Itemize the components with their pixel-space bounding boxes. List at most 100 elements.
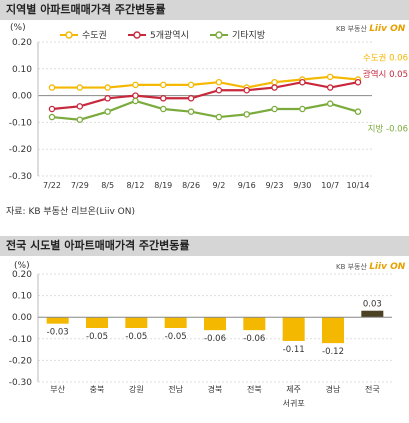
bottom-y-tick-label: -0.30 <box>9 378 33 388</box>
data-point <box>187 108 195 115</box>
top-x-tick-label: 9/16 <box>238 181 256 190</box>
data-point <box>271 84 278 91</box>
top-logo-small: KB 부동산 <box>336 25 367 33</box>
bottom-y-tick-label: -0.20 <box>9 356 33 366</box>
top-x-tick-label: 10/14 <box>346 181 369 190</box>
top-logo: KB 부동산 Liiv ON <box>336 24 405 34</box>
bottom-x-tick-label: 부산 <box>50 384 65 394</box>
data-point <box>187 81 195 89</box>
data-point <box>215 78 223 86</box>
bar <box>361 310 384 318</box>
top-y-tick-label: 0.00 <box>12 92 32 102</box>
bottom-x-tick-label: 충북 <box>90 385 105 394</box>
bar-value-label: 0.03 <box>363 300 382 310</box>
data-point <box>271 78 278 86</box>
data-point <box>48 113 56 121</box>
bottom-chart-title: 전국 시도별 아파트매매가격 주간변동률 <box>0 236 409 256</box>
top-y-tick-label: 0.20 <box>12 38 32 48</box>
series-line <box>52 75 359 89</box>
data-point <box>187 95 195 102</box>
data-point <box>215 86 223 94</box>
data-point <box>132 92 139 99</box>
bar <box>86 317 108 328</box>
bar-value-label: -0.11 <box>283 345 305 355</box>
data-point <box>160 81 167 89</box>
top-line-chart: (%) 0.20 0.10 0.00 -0.10 -0.20 -0.30 7/22 7/29 8/… <box>9 23 408 190</box>
data-point <box>243 86 250 94</box>
data-point <box>76 116 84 123</box>
top-x-tick-label: 9/30 <box>293 181 311 190</box>
data-point <box>215 113 223 121</box>
top-x-tick-label: 9/23 <box>266 181 284 190</box>
bottom-x-tick-label: 경북 <box>208 384 223 394</box>
data-point <box>326 73 334 81</box>
bottom-x-tick-label: 경남 <box>326 384 341 394</box>
bar-value-label: -0.05 <box>86 332 108 342</box>
bar-value-label: -0.05 <box>165 332 187 342</box>
top-x-tick-label: 7/22 <box>43 181 61 190</box>
data-point <box>160 105 167 113</box>
top-logo-brand: Liiv ON <box>369 24 406 34</box>
bottom-logo: KB 부동산 Liiv ON <box>336 262 405 272</box>
data-point <box>243 111 250 118</box>
bar <box>243 317 266 331</box>
top-y-tick-label: 0.10 <box>12 65 32 75</box>
bar-value-label: -0.05 <box>125 332 147 342</box>
top-x-tick-label: 9/2 <box>212 181 225 190</box>
top-chart-title: 지역별 아파트매매가격 주간변동률 <box>0 0 409 20</box>
data-point <box>48 105 56 113</box>
bar <box>282 317 305 341</box>
bottom-x-tick-label: 전북 <box>247 384 262 394</box>
bottom-logo-small: KB 부동산 <box>336 263 367 271</box>
top-y-tick-label: -0.30 <box>9 172 33 182</box>
series-end-label: 광역시 0.05 <box>363 69 408 80</box>
bar <box>204 317 226 331</box>
bottom-logo-brand: Liiv ON <box>369 262 406 272</box>
bottom-y-tick-label: 0.00 <box>12 313 32 323</box>
data-point <box>354 108 362 115</box>
top-x-tick-label: 10/7 <box>321 181 339 190</box>
bar-value-label: -0.12 <box>322 347 344 357</box>
data-point <box>76 84 84 91</box>
data-point <box>326 100 334 107</box>
legend-label: 5개광역시 <box>150 29 189 41</box>
legend-marker <box>133 31 141 39</box>
bottom-y-tick-label: 0.10 <box>12 292 32 302</box>
bottom-y-tick-label: 0.20 <box>12 270 32 280</box>
bar <box>46 317 69 324</box>
bottom-y-tick-label: -0.10 <box>9 335 33 345</box>
legend-marker <box>215 31 223 39</box>
bottom-bar-chart: (%)0.20 0.10 0.00 -0.10 -0.20 -0.30 -0.03 부산 -0.… <box>9 261 392 408</box>
bottom-x-tick-label: 강원 <box>129 384 144 394</box>
data-point <box>354 78 362 86</box>
bar-value-label: -0.06 <box>204 334 226 344</box>
series-line <box>51 81 359 111</box>
top-x-tick-label: 8/19 <box>154 181 172 190</box>
series-end-label: 수도권 0.06 <box>363 53 408 64</box>
top-y-tick-label: -0.20 <box>9 145 33 155</box>
data-point <box>132 81 139 89</box>
data-point <box>271 105 278 113</box>
top-x-tick-label: 7/29 <box>71 181 89 190</box>
bar-value-label: -0.06 <box>243 334 265 344</box>
legend-label: 수도권 <box>82 29 107 41</box>
data-point <box>326 84 334 91</box>
top-unit-label: (%) <box>10 23 26 33</box>
bar <box>125 317 148 328</box>
bar <box>164 317 187 328</box>
top-x-tick-label: 8/26 <box>182 181 200 190</box>
sub-region-label: 서귀포 <box>283 398 305 408</box>
legend-label: 기타지방 <box>232 30 265 41</box>
series-line <box>51 99 359 121</box>
data-point <box>48 84 56 91</box>
data-point <box>160 95 167 102</box>
bottom-x-tick-label: 제주 <box>286 385 301 394</box>
data-point <box>104 108 111 115</box>
data-point <box>299 78 306 86</box>
bar <box>322 317 344 344</box>
bar-value-label: -0.03 <box>47 328 69 338</box>
data-point <box>104 84 111 91</box>
top-y-tick-label: -0.10 <box>9 118 33 128</box>
legend-marker <box>65 31 73 39</box>
data-point <box>132 97 139 105</box>
